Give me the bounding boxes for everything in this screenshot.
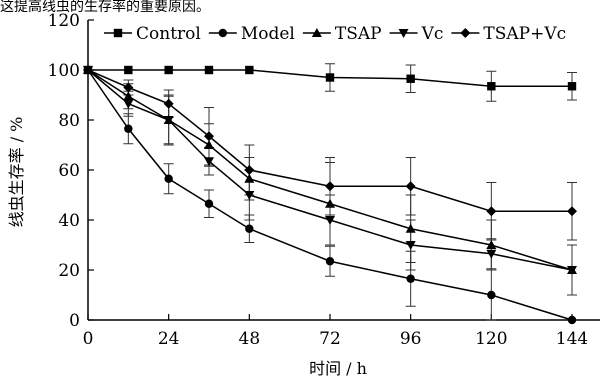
x-axis-label: 时间 / h xyxy=(309,359,367,378)
legend-marker-vc xyxy=(398,29,409,38)
point-tsap-vc xyxy=(83,65,93,75)
point-vc xyxy=(325,216,335,225)
point-tsap-vc xyxy=(163,98,174,109)
y-axis-label: 线虫生存率 / % xyxy=(7,117,26,228)
point-model xyxy=(164,174,173,183)
y-tick-label: 120 xyxy=(48,11,80,31)
point-control xyxy=(406,74,415,83)
legend-label-control: Control xyxy=(136,24,201,44)
point-tsap xyxy=(325,198,335,208)
point-control xyxy=(124,65,133,75)
legend-marker-model xyxy=(218,28,228,38)
y-tick-label: 0 xyxy=(69,311,80,331)
top-caption-text: 这提高线虫的生存率的重要原因。 xyxy=(0,0,210,14)
point-tsap xyxy=(123,91,134,101)
point-tsap-vc xyxy=(123,82,134,93)
x-tick-label: 96 xyxy=(400,329,422,349)
point-vc xyxy=(567,266,577,275)
y-tick-label: 80 xyxy=(58,111,80,131)
y-tick-label: 40 xyxy=(58,211,80,231)
point-model xyxy=(406,274,415,283)
legend-marker-control xyxy=(113,28,123,38)
y-tick-label: 60 xyxy=(58,161,80,181)
x-tick-label: 24 xyxy=(158,329,180,349)
point-model xyxy=(245,224,254,233)
point-model xyxy=(124,124,133,133)
legend-marker-tsap xyxy=(311,28,322,37)
y-tick-label: 20 xyxy=(58,261,80,281)
point-tsap xyxy=(244,173,255,183)
point-control xyxy=(487,82,496,91)
point-control xyxy=(245,65,254,75)
point-vc xyxy=(123,99,134,109)
legend-label-tsap-vc: TSAP+Vc xyxy=(483,24,566,44)
point-vc xyxy=(244,191,255,200)
y-tick-label: 100 xyxy=(48,61,80,81)
x-tick-label: 144 xyxy=(556,329,588,349)
axes: 0 20 40 60 80 100 120 0 24 48 72 96 120 144 xyxy=(48,11,600,349)
point-tsap-vc xyxy=(325,181,335,192)
legend-marker-tsap-vc xyxy=(460,28,471,38)
error-bars xyxy=(123,63,577,321)
point-tsap-vc xyxy=(567,206,577,217)
point-model xyxy=(487,290,496,300)
legend-label-tsap: TSAP xyxy=(335,24,382,44)
point-tsap xyxy=(486,240,497,249)
legend-label-model: Model xyxy=(241,24,295,44)
x-tick-label: 120 xyxy=(475,329,507,349)
point-tsap-vc xyxy=(486,206,497,217)
legend: Control Model TSAP Vc TSAP+Vc xyxy=(104,24,566,44)
point-vc xyxy=(204,157,214,167)
point-model xyxy=(567,315,577,325)
point-vc xyxy=(163,116,174,125)
point-vc xyxy=(486,249,497,259)
legend-label-vc: Vc xyxy=(421,24,444,44)
point-tsap-vc xyxy=(244,165,255,175)
point-tsap xyxy=(204,140,214,149)
point-control xyxy=(204,65,214,75)
point-control xyxy=(325,73,335,82)
x-tick-label: 72 xyxy=(319,329,341,349)
point-tsap xyxy=(405,223,416,233)
point-control xyxy=(567,82,577,91)
point-model xyxy=(325,257,335,266)
point-model xyxy=(204,199,214,208)
x-tick-label: 48 xyxy=(239,329,261,349)
point-vc xyxy=(405,241,416,250)
series-markers xyxy=(83,65,577,325)
point-control xyxy=(164,65,173,75)
point-tsap-vc xyxy=(204,131,214,142)
point-tsap-vc xyxy=(405,181,416,192)
x-tick-label: 0 xyxy=(83,329,94,349)
